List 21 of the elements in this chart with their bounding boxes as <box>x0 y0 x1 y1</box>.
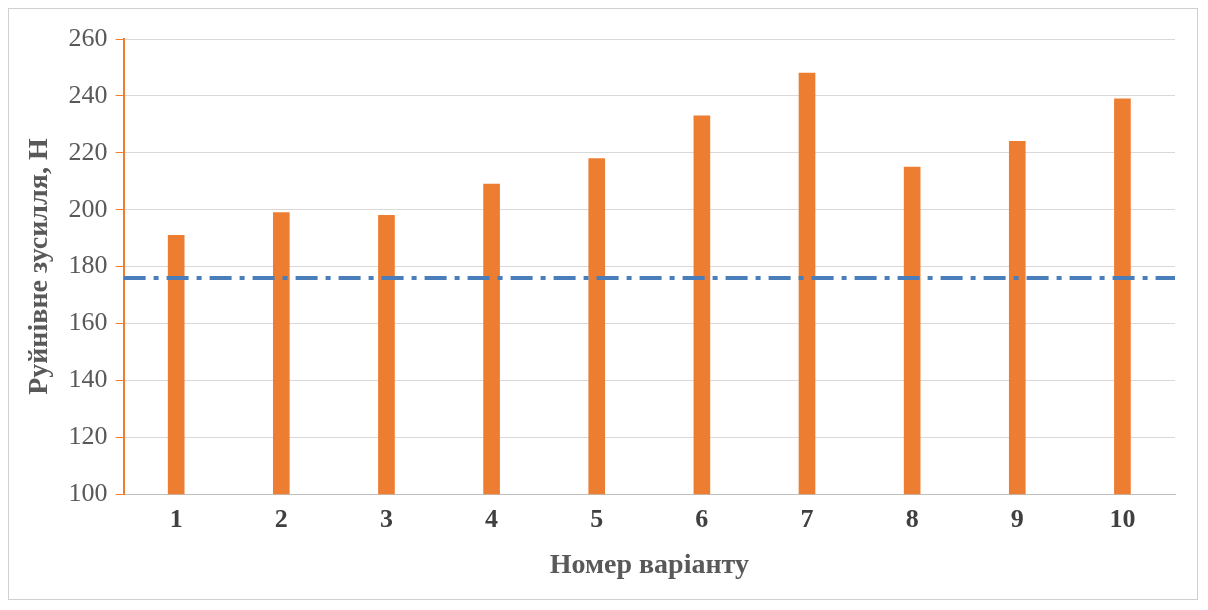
x-tick-label: 2 <box>274 503 288 533</box>
y-tick-label: 160 <box>68 307 108 337</box>
y-axis-title: Руйнівне зусилля, Н <box>22 138 54 395</box>
x-tick-label: 10 <box>1109 503 1136 533</box>
y-tick-label: 260 <box>68 22 108 52</box>
x-tick-label: 5 <box>590 503 604 533</box>
x-tick-label: 8 <box>905 503 919 533</box>
y-tick-label: 100 <box>68 478 108 508</box>
x-tick-label: 3 <box>379 503 393 533</box>
x-tick-label: 9 <box>1010 503 1024 533</box>
x-axis-title: Номер варіанту <box>549 548 749 580</box>
y-tick-label: 240 <box>68 79 108 109</box>
x-tick-label: 7 <box>800 503 814 533</box>
x-tick-label: 4 <box>485 503 499 533</box>
y-tick-label: 200 <box>68 193 108 223</box>
y-tick-label: 180 <box>68 250 108 280</box>
y-tick-label: 220 <box>68 136 108 166</box>
x-tick-label: 6 <box>695 503 709 533</box>
x-tick-label: 1 <box>169 503 183 533</box>
y-tick-label: 140 <box>68 364 108 394</box>
y-tick-label: 120 <box>68 421 108 451</box>
